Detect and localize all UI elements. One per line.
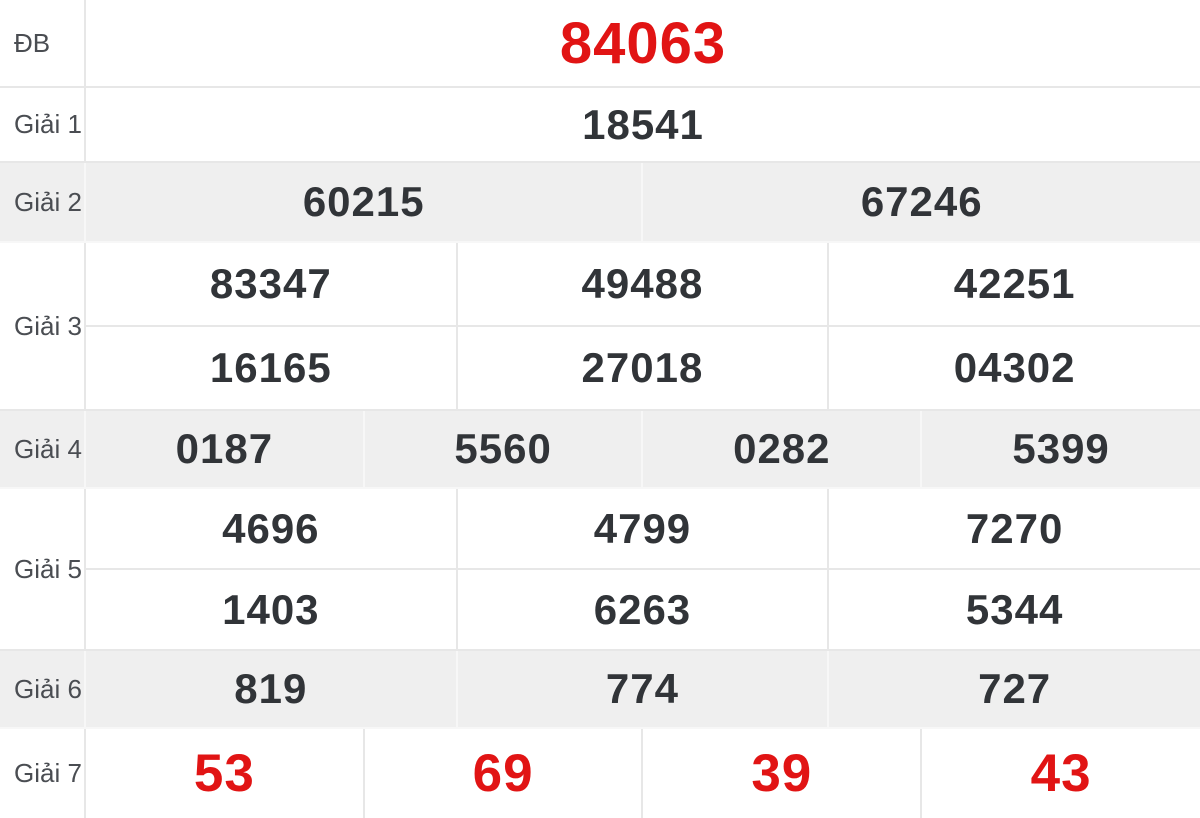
row-label-special: ĐB bbox=[0, 0, 87, 88]
row-label-prize-2: Giải 2 bbox=[0, 161, 87, 243]
prize-cell: 727 bbox=[827, 649, 1200, 729]
prize-cell: 819 bbox=[84, 649, 458, 729]
row-label-prize-3: Giải 3 bbox=[0, 241, 87, 411]
prize-cell: 774 bbox=[455, 649, 830, 729]
prize-cell: 0187 bbox=[84, 409, 365, 489]
row-label-prize-6: Giải 6 bbox=[0, 649, 87, 729]
prize-cell-prize-7: 39 bbox=[641, 727, 923, 818]
prize-cell: 7270 bbox=[827, 487, 1200, 570]
row-label-prize-1: Giải 1 bbox=[0, 86, 87, 163]
prize-cell: 5399 bbox=[920, 409, 1200, 489]
prize-cell-special: 84063 bbox=[84, 0, 1200, 88]
prize-cell: 60215 bbox=[84, 161, 644, 243]
row-label-prize-7: Giải 7 bbox=[0, 727, 87, 818]
row-prize-5-line-1: Giải 5 4696 4799 7270 bbox=[0, 487, 1200, 651]
row-prize-7: Giải 7 53 69 39 43 bbox=[0, 727, 1200, 818]
prize-cell: 16165 bbox=[84, 325, 458, 411]
prize-cell: 6263 bbox=[455, 568, 830, 651]
row-label-prize-5: Giải 5 bbox=[0, 487, 87, 651]
prize-cell: 5344 bbox=[827, 568, 1200, 651]
prize-cell: 1403 bbox=[84, 568, 458, 651]
row-special-prize: ĐB 84063 bbox=[0, 0, 1200, 88]
row-prize-6: Giải 6 819 774 727 bbox=[0, 649, 1200, 729]
prize-cell: 27018 bbox=[455, 325, 830, 411]
row-prize-1: Giải 1 18541 bbox=[0, 86, 1200, 163]
prize-cell: 5560 bbox=[362, 409, 644, 489]
prize-cell: 04302 bbox=[827, 325, 1200, 411]
prize-cell: 67246 bbox=[641, 161, 1200, 243]
prize-cell: 4696 bbox=[84, 487, 458, 570]
prize-cell: 83347 bbox=[84, 241, 458, 327]
prize-cell: 18541 bbox=[84, 86, 1200, 163]
row-label-prize-4: Giải 4 bbox=[0, 409, 87, 489]
row-prize-4: Giải 4 0187 5560 0282 5399 bbox=[0, 409, 1200, 489]
row-prize-3-line-2: 16165 27018 04302 bbox=[0, 325, 1200, 411]
prize-cell: 4799 bbox=[455, 487, 830, 570]
row-prize-3-line-1: Giải 3 83347 49488 42251 bbox=[0, 241, 1200, 411]
prize-cell: 0282 bbox=[641, 409, 923, 489]
row-prize-5-line-2: 1403 6263 5344 bbox=[0, 568, 1200, 651]
prize-cell-prize-7: 43 bbox=[920, 727, 1200, 818]
row-prize-2: Giải 2 60215 67246 bbox=[0, 161, 1200, 243]
prize-cell: 49488 bbox=[455, 241, 830, 327]
prize-cell-prize-7: 53 bbox=[84, 727, 365, 818]
prize-cell-prize-7: 69 bbox=[362, 727, 644, 818]
prize-cell: 42251 bbox=[827, 241, 1200, 327]
